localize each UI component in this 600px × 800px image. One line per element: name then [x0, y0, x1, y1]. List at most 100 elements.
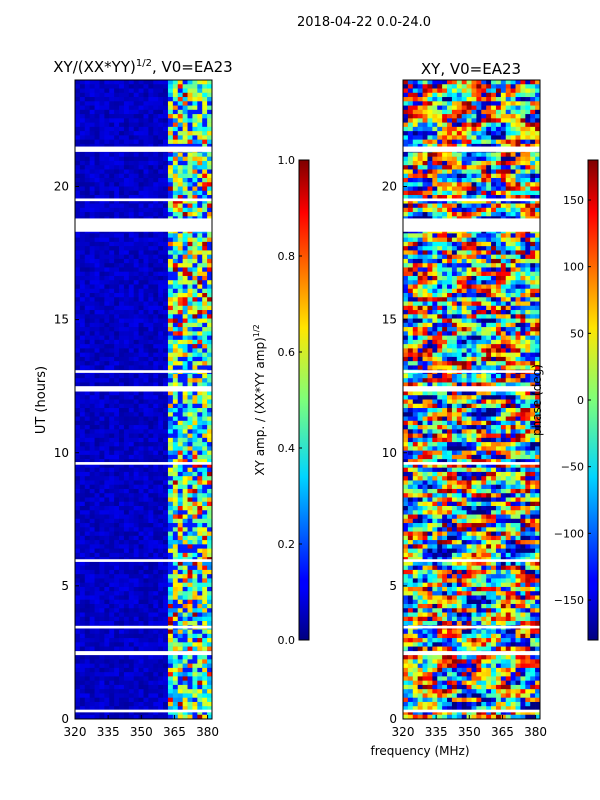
heatmap-cell	[153, 186, 159, 192]
heatmap-cell	[133, 535, 139, 541]
heatmap-cell	[187, 697, 193, 703]
heatmap-cell	[99, 497, 105, 503]
heatmap-cell	[187, 131, 193, 136]
heatmap-cell	[167, 310, 174, 315]
heatmap-cell	[172, 310, 179, 315]
heatmap-cell	[197, 429, 203, 434]
heatmap-cell	[153, 118, 159, 123]
heatmap-cell	[182, 288, 188, 294]
heatmap-cell	[119, 484, 125, 490]
heatmap-cell	[133, 173, 139, 179]
heatmap-cell	[123, 280, 130, 285]
heatmap-cell	[207, 488, 213, 494]
heatmap-cell	[123, 689, 130, 694]
heatmap-cell	[163, 165, 169, 170]
heatmap-cell	[123, 390, 130, 396]
heatmap-cell	[202, 540, 208, 545]
heatmap-cell	[94, 684, 100, 690]
heatmap-cell	[192, 275, 198, 281]
heatmap-cell	[148, 454, 154, 460]
heatmap-cell	[461, 97, 467, 102]
heatmap-cell	[114, 578, 120, 583]
heatmap-cell	[84, 131, 90, 136]
heatmap-cell	[119, 608, 125, 613]
heatmap-cell	[138, 310, 144, 315]
heatmap-cell	[432, 126, 438, 132]
heatmap-cell	[119, 250, 125, 255]
heatmap-cell	[148, 280, 154, 285]
heatmap-cell	[202, 327, 208, 332]
heatmap-cell	[432, 135, 438, 140]
heatmap-cell	[79, 582, 86, 588]
heatmap-cell	[128, 139, 135, 145]
heatmap-cell	[515, 173, 521, 179]
heatmap-cell	[427, 88, 433, 94]
heatmap-cell	[128, 395, 135, 400]
heatmap-cell	[104, 288, 110, 294]
heatmap-cell	[500, 118, 507, 123]
heatmap-cell	[104, 446, 110, 451]
heatmap-cell	[182, 697, 188, 703]
heatmap-cell	[192, 646, 198, 652]
heatmap-cell	[114, 638, 120, 643]
heatmap-cell	[182, 250, 188, 255]
heatmap-cell	[148, 131, 154, 136]
heatmap-cell	[138, 131, 144, 136]
heatmap-cell	[207, 365, 213, 370]
heatmap-cell	[143, 152, 149, 157]
heatmap-cell	[94, 267, 100, 272]
heatmap-cell	[89, 382, 95, 388]
heatmap-cell	[123, 697, 130, 703]
heatmap-cell	[109, 514, 115, 520]
heatmap-cell	[133, 186, 139, 192]
heatmap-cell	[153, 165, 159, 170]
heatmap-cell	[192, 497, 198, 503]
heatmap-cell	[119, 518, 125, 524]
heatmap-cell	[128, 80, 135, 85]
heatmap-cell	[202, 122, 208, 128]
heatmap-cell	[114, 301, 120, 307]
heatmap-cell	[104, 327, 110, 332]
heatmap-cell	[197, 561, 203, 566]
heatmap-cell	[133, 454, 139, 460]
heatmap-cell	[89, 258, 95, 264]
heatmap-cell	[114, 186, 120, 192]
heatmap-cell	[167, 322, 174, 328]
heatmap-cell	[520, 109, 526, 115]
heatmap-cell	[187, 199, 193, 204]
heatmap-cell	[104, 237, 110, 243]
heatmap-cell	[153, 199, 159, 204]
heatmap-cell	[158, 471, 164, 477]
heatmap-cell	[192, 190, 198, 196]
heatmap-cell	[177, 233, 183, 238]
heatmap-cell	[202, 126, 208, 132]
heatmap-cell	[182, 84, 188, 89]
heatmap-cell	[530, 109, 536, 115]
heatmap-cell	[153, 540, 159, 545]
heatmap-cell	[182, 514, 188, 520]
heatmap-cell	[167, 301, 174, 307]
heatmap-cell	[79, 638, 86, 643]
heatmap-cell	[123, 284, 130, 290]
heatmap-cell	[167, 331, 174, 336]
heatmap-cell	[123, 574, 130, 579]
heatmap-cell	[143, 480, 149, 485]
heatmap-cell	[207, 527, 213, 532]
heatmap-cell	[515, 143, 521, 149]
heatmap-cell	[104, 339, 110, 345]
heatmap-cell	[456, 182, 463, 187]
heatmap-cell	[94, 446, 100, 451]
heatmap-cell	[417, 92, 423, 98]
heatmap-cell	[172, 378, 179, 383]
heatmap-cell	[89, 552, 95, 558]
heatmap-cell	[153, 390, 159, 396]
heatmap-cell	[182, 352, 188, 358]
heatmap-cell	[207, 633, 213, 639]
heatmap-cell	[114, 463, 120, 468]
heatmap-cell	[207, 442, 213, 447]
heatmap-cell	[133, 101, 139, 106]
heatmap-cell	[466, 156, 472, 162]
heatmap-cell	[202, 199, 208, 204]
heatmap-cell	[187, 314, 193, 319]
heatmap-cell	[172, 284, 179, 290]
